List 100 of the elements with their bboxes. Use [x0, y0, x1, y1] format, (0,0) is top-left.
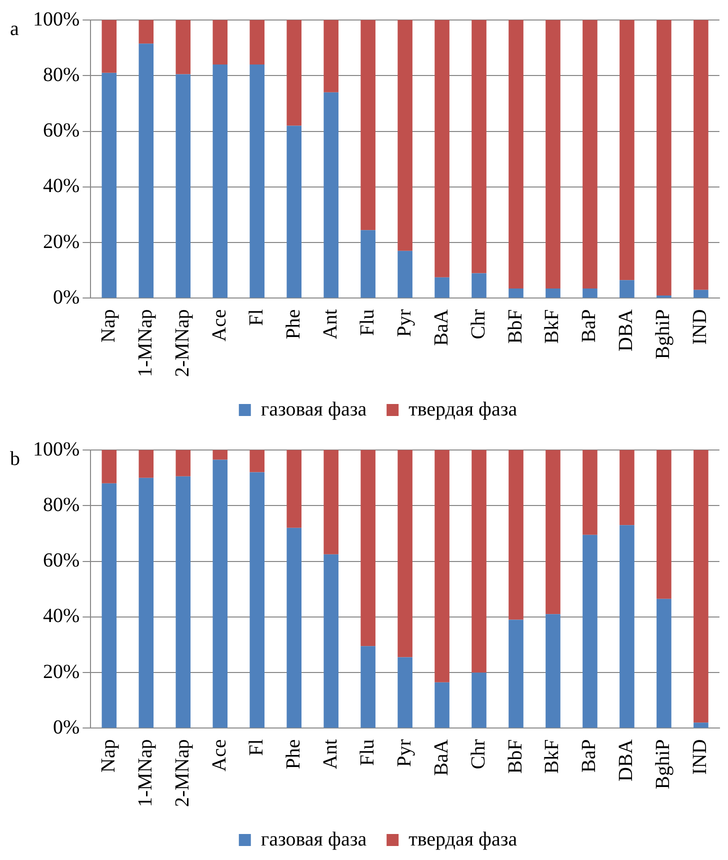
x-tick-label: BbF	[504, 309, 526, 344]
bar	[434, 682, 450, 728]
bar	[324, 92, 338, 298]
bar	[250, 20, 264, 65]
legend-label: газовая фаза	[260, 828, 367, 850]
bar	[212, 20, 228, 65]
bar	[472, 450, 486, 673]
y-tick-label: 40%	[42, 175, 80, 198]
y-tick-label: 80%	[42, 64, 80, 86]
x-tick-label: BkF	[541, 309, 564, 344]
x-tick-label: Nap	[97, 739, 120, 773]
bar	[324, 554, 338, 728]
bar	[656, 450, 672, 599]
bar	[360, 646, 376, 728]
chart-title: b	[10, 448, 20, 471]
bar	[102, 72, 117, 298]
bar	[620, 525, 634, 728]
bar	[582, 534, 598, 728]
y-tick-label: 100%	[32, 8, 80, 30]
bar	[398, 450, 412, 658]
bar	[360, 230, 376, 298]
bar	[694, 290, 708, 298]
bar	[694, 450, 708, 723]
bar	[620, 450, 634, 526]
x-tick-label: BaA	[430, 308, 452, 346]
bar	[250, 450, 264, 472]
x-tick-label: Fl	[245, 738, 268, 756]
bar	[620, 280, 634, 298]
bar	[546, 288, 560, 298]
bar	[694, 20, 708, 290]
bar	[508, 450, 524, 620]
bar	[582, 288, 598, 298]
x-tick-label: BghiP	[652, 309, 674, 360]
bar	[286, 126, 302, 298]
bar	[398, 20, 412, 251]
bar	[212, 64, 228, 298]
x-tick-label: 2-MNap	[171, 309, 194, 377]
bar	[138, 450, 154, 478]
bar	[212, 450, 228, 460]
bar	[138, 20, 154, 44]
bar	[546, 450, 560, 614]
x-tick-label: Ant	[319, 308, 342, 340]
bar	[360, 450, 376, 646]
bar	[176, 74, 191, 298]
bar	[102, 450, 117, 484]
bar	[286, 20, 302, 126]
x-tick-label: Flu	[356, 739, 378, 766]
y-tick-label: 0%	[52, 716, 80, 738]
bar	[324, 450, 338, 554]
bar	[546, 614, 560, 728]
x-tick-label: Pyr	[393, 738, 416, 768]
x-tick-label: Ant	[319, 738, 342, 770]
x-tick-label: Ace	[208, 309, 230, 342]
y-tick-label: 80%	[42, 494, 80, 516]
bar	[138, 44, 154, 298]
y-tick-label: 60%	[42, 550, 80, 572]
y-tick-label: 20%	[42, 660, 80, 683]
x-tick-label: BkF	[541, 739, 564, 774]
bar	[212, 460, 228, 728]
bar	[546, 20, 560, 288]
x-tick-label: Phe	[282, 739, 304, 770]
x-tick-label: Phe	[282, 309, 304, 340]
x-tick-label: Nap	[97, 309, 120, 343]
bar	[360, 20, 376, 230]
x-tick-label: Pyr	[393, 308, 416, 338]
bar	[582, 450, 598, 535]
bar	[286, 528, 302, 728]
x-tick-label: BbF	[504, 739, 526, 774]
bar	[472, 273, 486, 298]
bar	[656, 20, 672, 296]
y-tick-label: 40%	[42, 605, 80, 628]
x-tick-label: BaP	[578, 739, 600, 773]
x-tick-label: BghiP	[652, 739, 674, 790]
bar	[694, 722, 708, 728]
bar	[508, 288, 524, 298]
bar	[324, 20, 338, 92]
bar	[138, 478, 154, 728]
y-tick-label: 20%	[42, 230, 80, 253]
bar	[508, 620, 524, 728]
x-tick-label: 1-MNap	[134, 309, 156, 377]
bar	[434, 277, 450, 298]
x-tick-label: BaA	[430, 738, 452, 776]
x-tick-label: DBA	[615, 308, 638, 352]
bar	[102, 483, 117, 728]
bar	[176, 20, 191, 74]
legend-label: твердая фаза	[408, 828, 518, 850]
bar	[398, 250, 412, 298]
chart-title: a	[10, 18, 19, 41]
bar	[472, 672, 486, 728]
legend-label: газовая фаза	[260, 398, 367, 420]
x-tick-label: 1-MNap	[134, 739, 156, 807]
bar	[472, 20, 486, 274]
x-tick-label: Chr	[467, 738, 490, 770]
bar	[582, 20, 598, 288]
bar	[434, 450, 450, 682]
bar	[508, 20, 524, 288]
y-tick-label: 0%	[52, 286, 80, 308]
bar	[398, 657, 412, 728]
x-tick-label: Flu	[356, 309, 378, 336]
bar	[656, 598, 672, 728]
